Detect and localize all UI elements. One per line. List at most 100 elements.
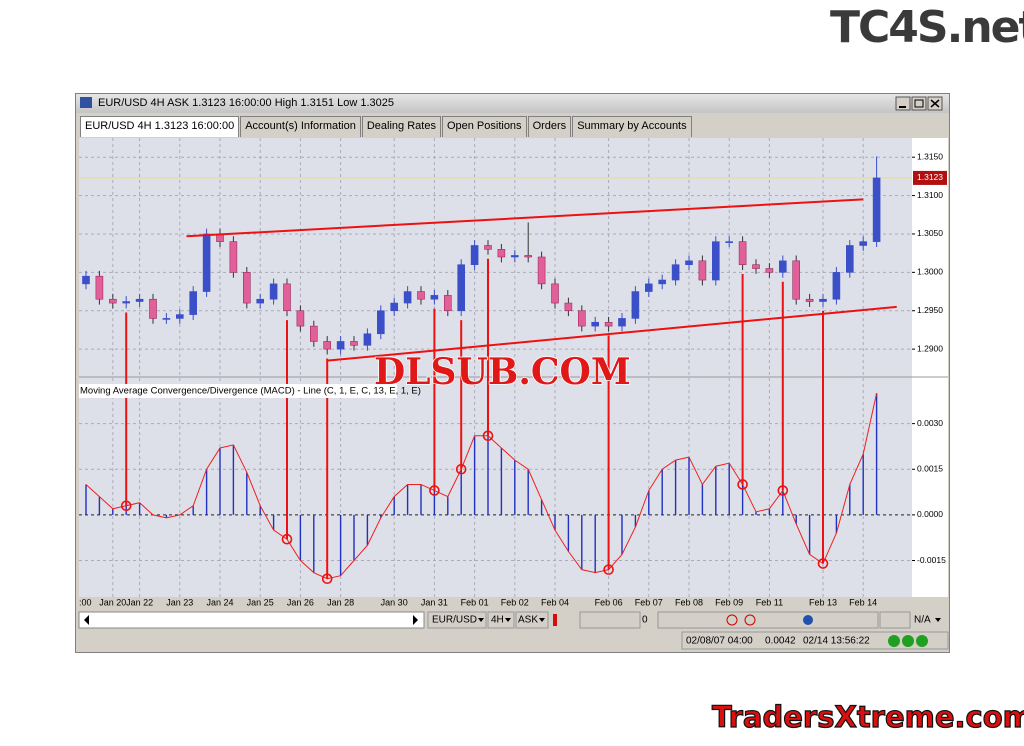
trendline xyxy=(186,198,864,238)
status-time: 02/08/07 04:00 xyxy=(686,636,753,647)
tool-buttons[interactable] xyxy=(579,611,641,629)
tab[interactable]: Orders xyxy=(527,116,572,137)
candle-body xyxy=(269,283,278,300)
status-clock: 02/14 13:56:22 xyxy=(803,636,870,647)
period-dropdown[interactable] xyxy=(487,611,515,629)
y-tick-label: 1.2900 xyxy=(917,343,943,353)
candle-body xyxy=(564,302,573,312)
app-icon xyxy=(80,97,92,108)
candle-body xyxy=(631,291,640,319)
candle-body xyxy=(309,325,318,342)
candle-body xyxy=(457,264,466,312)
marker-circle xyxy=(429,485,440,496)
candle-body xyxy=(443,295,452,312)
candle-body xyxy=(363,333,372,346)
candle-body xyxy=(497,249,506,258)
mode: N/A xyxy=(914,615,931,626)
y-tick-label: 1.3000 xyxy=(917,267,943,277)
x-tick-label: Feb 06 xyxy=(595,597,623,607)
candle-body xyxy=(819,298,827,302)
candle-body xyxy=(376,310,385,335)
candle-body xyxy=(122,301,130,304)
candle-body xyxy=(189,291,197,315)
x-tick-label: Jan 23 xyxy=(166,597,193,607)
candle-body xyxy=(95,275,104,300)
x-tick-label: Jan 30 xyxy=(381,597,408,607)
properties-button[interactable] xyxy=(879,611,911,629)
candle-body xyxy=(537,256,546,285)
candle-body xyxy=(176,314,184,319)
candle-body xyxy=(618,318,626,327)
marker-circle xyxy=(482,430,494,442)
tab[interactable]: Open Positions xyxy=(441,116,527,137)
candle-body xyxy=(323,341,332,350)
tab[interactable]: EUR/USD 4H 1.3123 16:00:00 xyxy=(80,116,240,137)
time-axis xyxy=(79,597,948,611)
tab[interactable]: Account(s) Information xyxy=(240,116,361,137)
marker-circle xyxy=(281,533,293,545)
window-buttons xyxy=(895,96,943,111)
candle-body xyxy=(765,268,774,273)
y-tick-label: 1.3150 xyxy=(917,151,943,161)
symbol-dropdown[interactable] xyxy=(427,611,487,629)
candle-body xyxy=(283,283,291,312)
tab[interactable]: Summary by Accounts xyxy=(572,116,692,137)
x-tick-label: :00 xyxy=(79,597,92,607)
zoom: 0 xyxy=(642,615,648,626)
marker-circle xyxy=(321,573,333,585)
chart-type-button[interactable] xyxy=(553,614,557,626)
zoom-in-button[interactable] xyxy=(726,614,738,626)
x-tick-label: Jan 28 xyxy=(327,597,354,607)
price-axis xyxy=(912,138,948,597)
zoom-out-button[interactable] xyxy=(744,614,756,626)
candle-body xyxy=(162,318,171,320)
x-tick-label: Feb 11 xyxy=(756,597,783,607)
candle-body xyxy=(417,291,425,300)
status-value: 0.0042 xyxy=(765,636,796,647)
scrollbar[interactable] xyxy=(78,611,425,629)
candle-body xyxy=(484,245,492,250)
candle-body xyxy=(792,260,801,300)
x-tick-label: Feb 08 xyxy=(675,597,703,607)
title-bar: EUR/USD 4H ASK 1.3123 16:00:00 High 1.31… xyxy=(76,94,949,113)
price-dropdown[interactable] xyxy=(515,611,549,629)
candle-body xyxy=(671,264,680,281)
status-bar: 02/08/07 04:00 0.0042 02/14 13:56:22 xyxy=(681,631,949,650)
x-tick-label: Feb 14 xyxy=(849,597,877,607)
minimize-button[interactable] xyxy=(895,96,911,111)
candle-body xyxy=(604,321,613,327)
price-type: ASK xyxy=(518,615,538,626)
x-tick-label: Jan 24 xyxy=(206,597,233,607)
candle-body xyxy=(805,298,814,302)
watermark: TradersXtreme.com xyxy=(712,700,1024,734)
tab[interactable]: Dealing Rates xyxy=(361,116,441,137)
period: 4H xyxy=(491,615,504,626)
candle-body xyxy=(658,279,667,285)
zoom-fit-button[interactable] xyxy=(803,615,813,625)
candle-body xyxy=(872,177,881,242)
candle-body xyxy=(551,283,559,304)
candle-body xyxy=(845,245,854,273)
candle-body xyxy=(510,255,519,258)
candle-body xyxy=(524,255,533,258)
candle-body xyxy=(470,245,479,265)
candle-body xyxy=(832,272,841,300)
y-tick-label: 0.0000 xyxy=(917,509,943,519)
marker-circle xyxy=(777,485,789,496)
maximize-button[interactable] xyxy=(911,96,927,111)
candle-body xyxy=(430,295,439,300)
x-tick-label: Feb 01 xyxy=(461,597,489,607)
candle-body xyxy=(644,283,653,292)
x-tick-label: Feb 09 xyxy=(715,597,743,607)
candle-body xyxy=(778,260,787,273)
tab-strip: EUR/USD 4H 1.3123 16:00:00 Account(s) In… xyxy=(80,116,693,137)
candle-body xyxy=(711,241,720,281)
candle-body xyxy=(336,341,345,350)
indicator-title: Moving Average Convergence/Divergence (M… xyxy=(80,386,421,397)
candle-body xyxy=(82,275,90,285)
candle-body xyxy=(350,341,358,346)
x-tick-label: Feb 02 xyxy=(501,597,529,607)
drawing-toolbar[interactable] xyxy=(657,611,879,629)
